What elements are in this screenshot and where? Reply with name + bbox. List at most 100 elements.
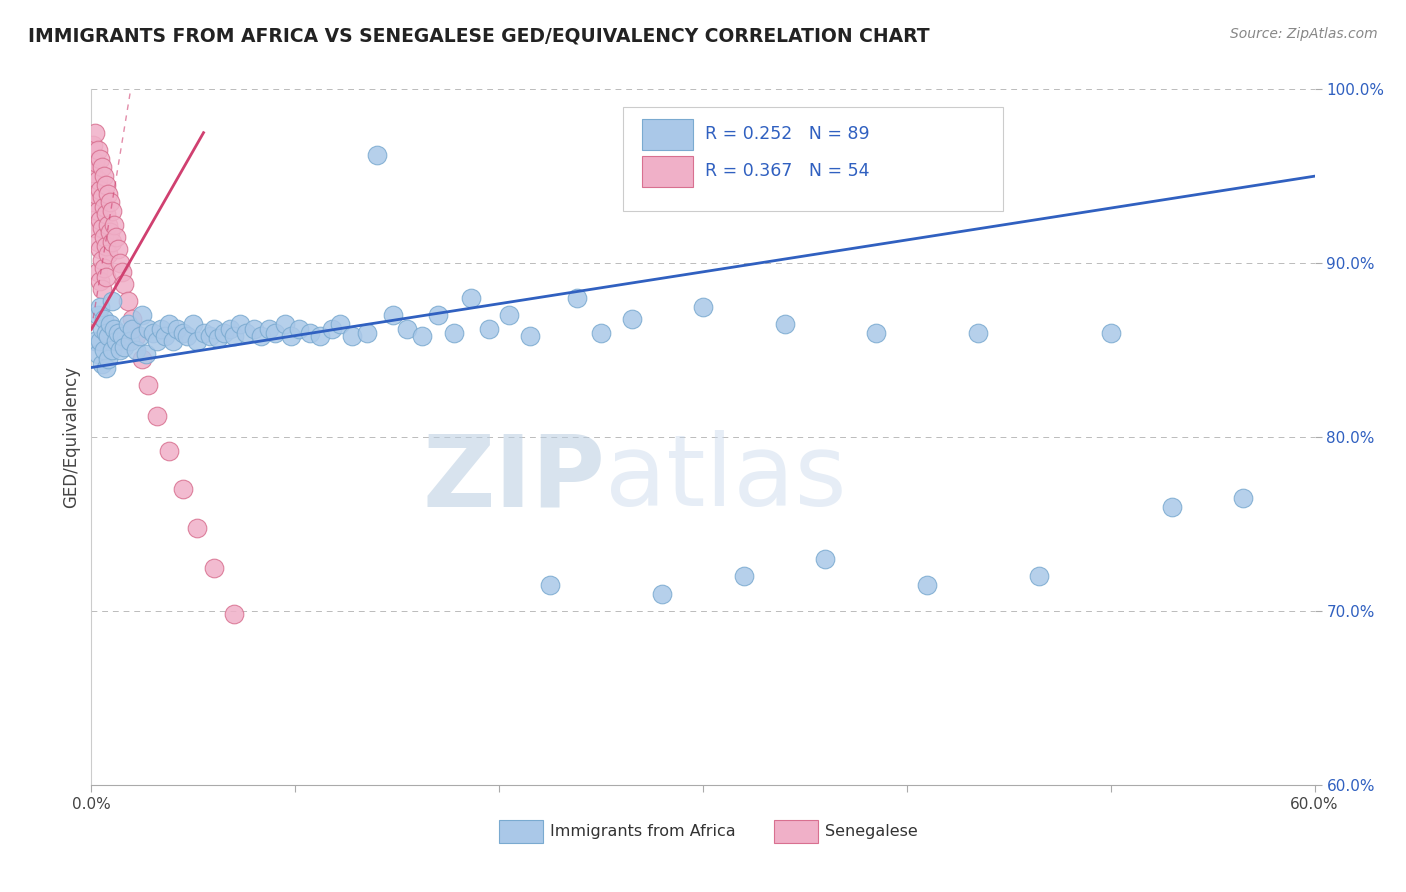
Point [186,334,208,349]
Point [1232,491,1254,505]
Point [865,326,887,340]
Point [94,178,117,192]
FancyBboxPatch shape [643,156,693,186]
Point [264,326,287,340]
Point [97,186,120,201]
Point [651,587,673,601]
Point [86,308,108,322]
Y-axis label: GED/Equivalency: GED/Equivalency [62,366,80,508]
Point [97,351,120,366]
Point [111,329,134,343]
Point [733,569,755,583]
Point [538,578,561,592]
Point [396,322,419,336]
Point [101,343,124,357]
Point [98,225,121,239]
Point [82,195,104,210]
Point [620,311,643,326]
FancyBboxPatch shape [643,120,693,150]
Point [93,169,115,183]
Point [321,322,343,336]
Point [342,329,364,343]
Point [427,308,450,322]
Point [86,143,108,157]
Point [86,203,108,218]
Point [107,242,129,256]
Point [86,346,108,360]
Point [86,172,108,186]
Point [112,340,135,354]
Point [93,230,115,244]
Point [257,322,280,336]
Point [98,317,121,331]
Text: atlas: atlas [605,430,846,527]
Point [101,203,124,218]
Point [162,334,184,349]
Point [172,326,194,340]
Point [125,329,148,343]
Point [222,607,246,622]
Point [235,326,257,340]
Point [219,322,242,336]
Point [917,578,939,592]
Point [773,317,796,331]
Point [565,291,588,305]
Point [229,317,252,331]
Point [89,242,111,256]
Point [125,343,148,357]
Point [166,322,188,336]
Point [176,329,198,343]
Point [94,270,117,285]
Point [84,126,107,140]
Point [108,343,131,357]
Point [249,329,271,343]
Point [101,235,124,250]
Point [97,218,120,232]
Point [274,317,297,331]
Point [149,322,172,336]
Point [89,273,111,287]
Point [138,377,160,392]
Point [153,329,176,343]
Point [82,166,104,180]
Point [86,235,108,250]
Point [90,221,112,235]
Point [519,329,541,343]
Point [101,294,124,309]
Point [443,326,465,340]
Point [94,238,117,252]
FancyBboxPatch shape [623,106,1002,211]
Text: R = 0.367   N = 54: R = 0.367 N = 54 [706,162,870,180]
Text: Immigrants from Africa: Immigrants from Africa [550,824,735,839]
Point [298,326,321,340]
Point [86,265,108,279]
Point [93,343,115,357]
Point [131,351,153,366]
Point [107,326,129,340]
Point [135,346,157,360]
Point [814,551,837,566]
Point [103,218,125,232]
Point [967,326,990,340]
Point [89,212,111,227]
Point [145,409,167,424]
Point [121,322,143,336]
Point [129,329,152,343]
Point [97,329,120,343]
Point [356,326,378,340]
Point [82,137,104,152]
Point [93,201,115,215]
Point [90,282,112,296]
Point [288,322,311,336]
Point [108,256,131,270]
Point [591,326,613,340]
Text: Source: ZipAtlas.com: Source: ZipAtlas.com [1230,27,1378,41]
Point [84,186,107,201]
Point [1099,326,1122,340]
Point [138,322,160,336]
Point [498,308,520,322]
Point [145,334,167,349]
Point [90,161,112,175]
Point [84,334,107,349]
Point [157,444,180,458]
